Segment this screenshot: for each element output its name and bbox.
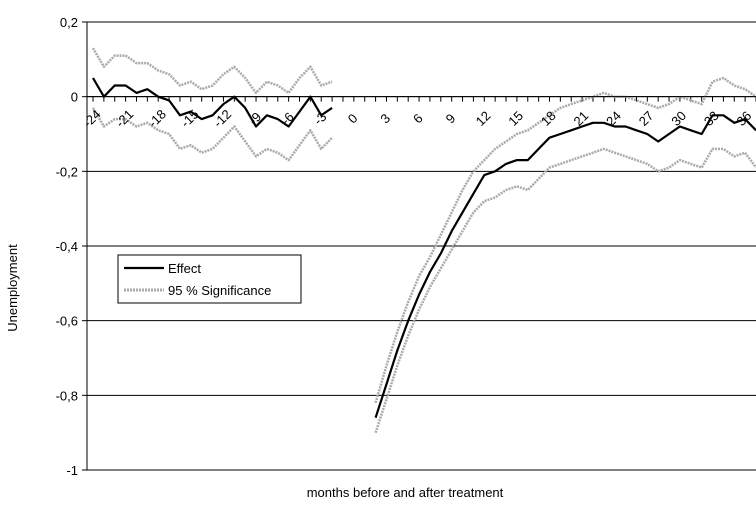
legend-box: [117, 254, 302, 304]
x-tick-label: 3: [377, 111, 393, 127]
effect-line: [92, 77, 333, 128]
gridlines: [82, 21, 756, 471]
y-tick-label: 0: [71, 90, 78, 105]
significance-line: [91, 47, 333, 95]
x-tick-label: 27: [636, 108, 657, 129]
x-axis-title: months before and after treatment: [307, 485, 504, 500]
legend-label-significance: 95 % Significance: [168, 283, 271, 298]
series-lines: [91, 47, 756, 434]
axes: [86, 22, 756, 470]
y-tick-label: 0,2: [60, 15, 78, 30]
significance-line: [374, 147, 756, 434]
effect-line: [374, 114, 756, 419]
significance-line: [91, 107, 333, 162]
x-tick-label: 12: [473, 108, 494, 129]
y-axis-title: Unemployment: [5, 244, 20, 332]
x-tick-label: 21: [570, 108, 591, 129]
x-tick-label: -15: [178, 107, 202, 131]
y-tick-label: -0,6: [56, 314, 78, 329]
x-tick-label: -18: [145, 107, 169, 131]
y-tick-label: -0,2: [56, 164, 78, 179]
significance-line: [374, 76, 756, 404]
x-tick-label: 15: [505, 108, 526, 129]
x-tick-label: 6: [410, 111, 426, 127]
y-tick-label: -0,8: [56, 388, 78, 403]
x-tick-label: 9: [443, 111, 459, 127]
x-tick-label: -6: [278, 109, 297, 128]
x-tick-label: 30: [668, 108, 689, 129]
x-tick-label: -21: [112, 107, 136, 131]
x-tick-label: 0: [345, 111, 361, 127]
x-tick-label: -12: [210, 107, 234, 131]
y-tick-label: -0,4: [56, 239, 78, 254]
legend-label-effect: Effect: [168, 261, 201, 276]
x-tick-label: 33: [701, 108, 722, 129]
y-tick-label: -1: [66, 463, 78, 478]
y-tick-labels: 0,2 0 -0,2 -0,4 -0,6 -0,8 -1: [56, 15, 78, 478]
x-tick-labels: -24 -21 -18 -15 -12 -9 -6 -3 0 3 6 9 12 15 18 21 24 27 30 3…: [80, 107, 754, 131]
x-tick-label: -24: [80, 107, 104, 131]
legend: Effect 95 % Significance: [117, 254, 302, 304]
